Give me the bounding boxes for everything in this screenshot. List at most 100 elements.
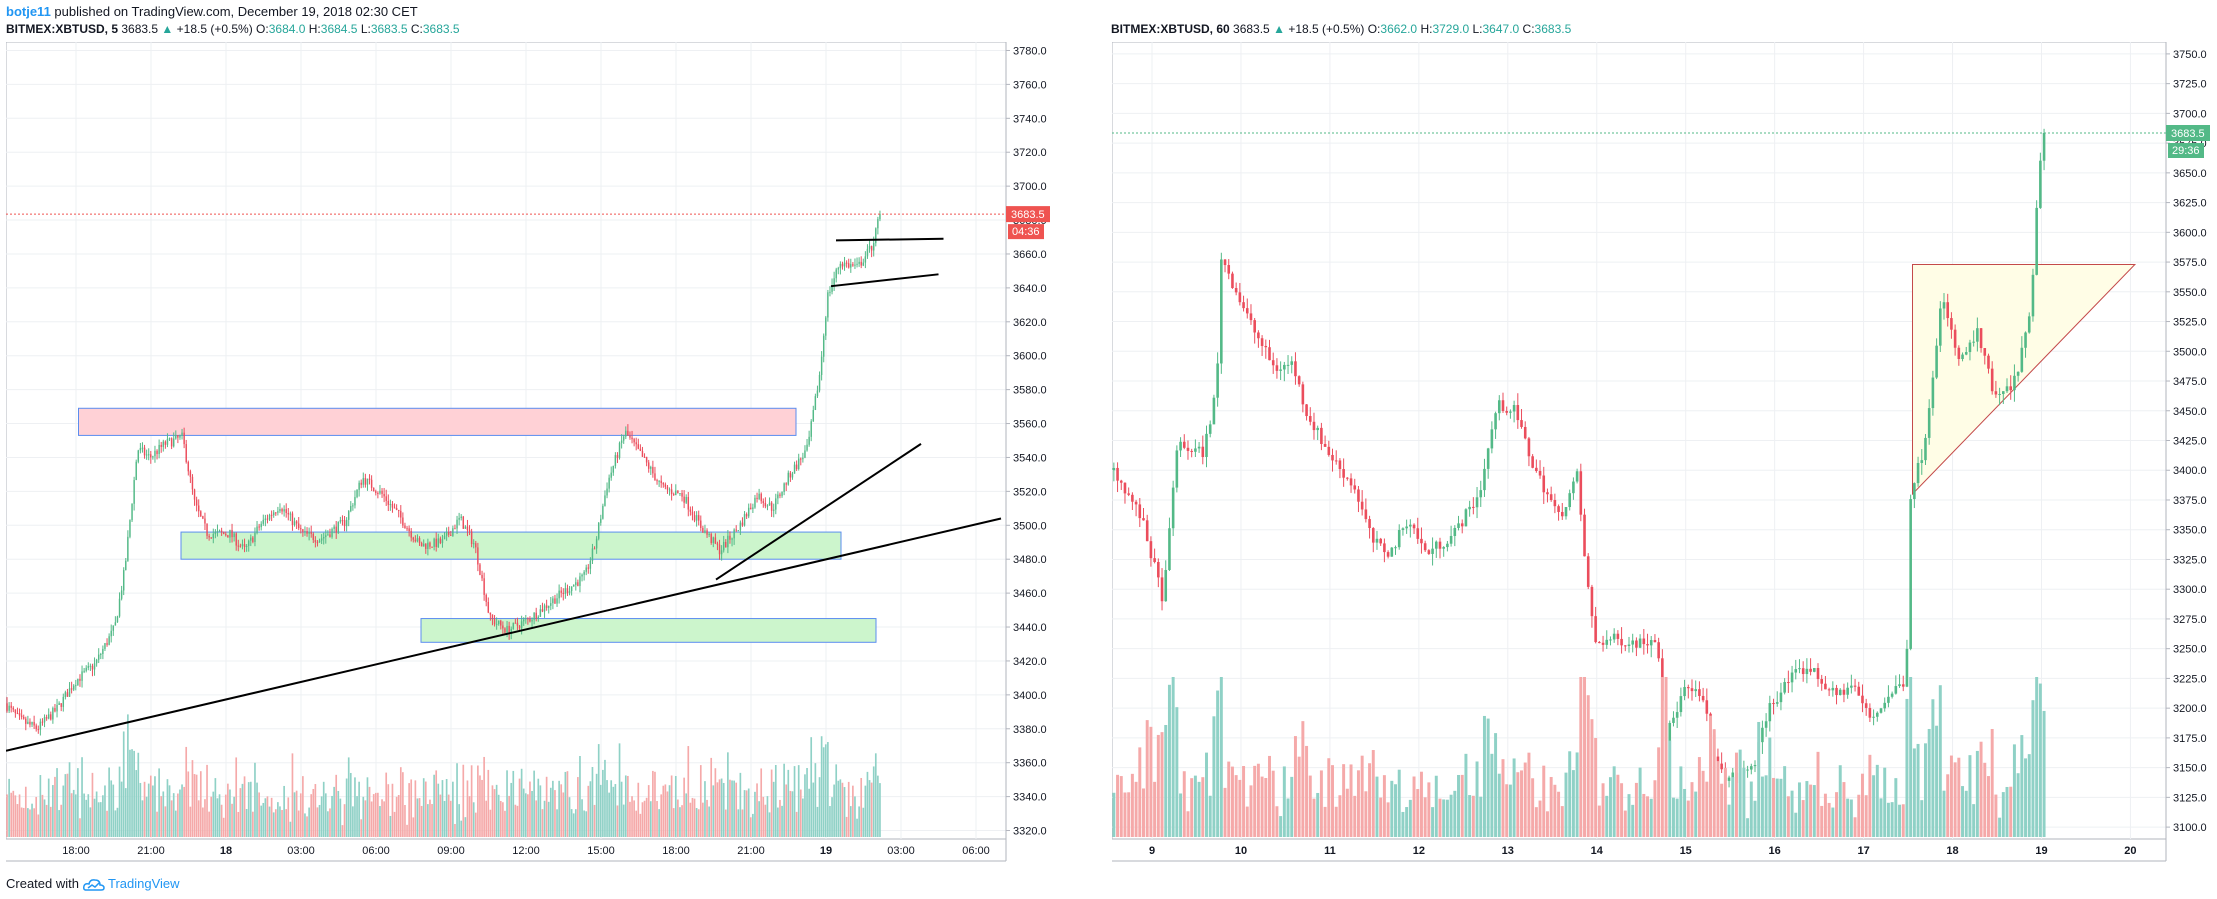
volume-bar bbox=[462, 764, 465, 837]
candle-body bbox=[768, 502, 771, 506]
candle-body bbox=[81, 671, 83, 681]
volume-bar bbox=[91, 772, 94, 837]
candle-body bbox=[1698, 689, 1701, 696]
volume-bar bbox=[1531, 778, 1535, 837]
candle-body bbox=[1364, 509, 1368, 520]
candle-body bbox=[181, 432, 183, 436]
candle-body bbox=[427, 542, 429, 549]
volume-bar bbox=[60, 804, 63, 837]
volume-bar bbox=[843, 787, 846, 837]
volume-bar bbox=[679, 807, 681, 837]
volume-bar bbox=[149, 775, 152, 837]
candle-body bbox=[1668, 722, 1672, 742]
candle-body bbox=[645, 456, 648, 463]
volume-bar bbox=[1160, 732, 1164, 837]
candle-body bbox=[591, 548, 594, 561]
volume-bar bbox=[1775, 778, 1779, 837]
volume-bar bbox=[322, 781, 325, 837]
candle-body bbox=[158, 444, 160, 455]
trend-line bbox=[6, 517, 1002, 752]
candle-body bbox=[312, 533, 315, 540]
volume-bar bbox=[120, 781, 123, 837]
candle-body bbox=[420, 542, 423, 547]
volume-bar bbox=[654, 771, 656, 837]
candle-body bbox=[283, 509, 285, 512]
candle-body bbox=[458, 517, 460, 520]
volume-bar bbox=[1153, 781, 1157, 837]
candle-body bbox=[1942, 302, 1946, 309]
author-name[interactable]: botje11 bbox=[6, 4, 51, 19]
candle-body bbox=[404, 525, 406, 529]
y-tick-label: 3400.0 bbox=[2173, 465, 2207, 477]
volume-bar bbox=[39, 775, 42, 837]
volume-bar bbox=[2001, 792, 2005, 837]
volume-bar bbox=[79, 818, 81, 837]
candle-body bbox=[1283, 364, 1286, 370]
candle-body bbox=[1783, 682, 1786, 693]
volume-bar bbox=[1405, 807, 1409, 837]
candle-body bbox=[387, 500, 390, 505]
tradingview-brand-link[interactable]: TradingView bbox=[108, 876, 180, 891]
volume-bar bbox=[820, 736, 823, 837]
candle-body bbox=[306, 530, 308, 534]
candle-body bbox=[187, 462, 190, 472]
candle-body bbox=[543, 605, 546, 612]
candle-body bbox=[783, 483, 785, 492]
candle-body bbox=[77, 678, 79, 686]
volume-bar bbox=[1646, 796, 1650, 837]
candle-body bbox=[460, 516, 462, 518]
volume-bar bbox=[568, 797, 571, 837]
volume-bar bbox=[139, 782, 142, 837]
candle-body bbox=[531, 619, 533, 622]
candle-body bbox=[300, 528, 302, 530]
volume-bar bbox=[1809, 784, 1813, 837]
volume-bar bbox=[93, 798, 96, 837]
candle-body bbox=[322, 537, 325, 539]
candle-body bbox=[216, 531, 219, 533]
volume-bar bbox=[1727, 804, 1731, 837]
candle-body bbox=[239, 545, 242, 547]
candle-body bbox=[1338, 460, 1342, 470]
volume-bar bbox=[368, 786, 371, 837]
candle-body bbox=[70, 688, 73, 690]
volume-bar bbox=[68, 762, 71, 837]
left-chart[interactable]: 3320.0 3340.0 3360.0 3380.0 3400.0 3420.0 3440… bbox=[6, 42, 1062, 864]
volume-bar bbox=[1549, 776, 1553, 837]
candle-body bbox=[872, 243, 875, 251]
candle-body bbox=[1961, 354, 1964, 360]
y-tick-label: 3500.0 bbox=[2173, 346, 2207, 358]
volume-bar bbox=[1723, 767, 1727, 837]
candle-body bbox=[50, 714, 52, 720]
volume-bar bbox=[1660, 677, 1664, 837]
candle-body bbox=[45, 717, 48, 719]
candle-body bbox=[1509, 411, 1512, 413]
volume-bar bbox=[604, 759, 606, 837]
candle-body bbox=[162, 441, 165, 447]
volume-bar bbox=[693, 798, 696, 837]
volume-bar bbox=[241, 783, 244, 837]
volume-bar bbox=[824, 744, 827, 837]
volume-bar bbox=[66, 773, 69, 837]
volume-bar bbox=[1375, 776, 1379, 837]
volume-bar bbox=[141, 800, 144, 837]
volume-bar bbox=[29, 809, 31, 837]
volume-bar bbox=[1994, 794, 1998, 837]
volume-bar bbox=[810, 737, 813, 837]
volume-bar bbox=[633, 800, 635, 837]
left-price: 3683.5 bbox=[121, 22, 159, 36]
volume-bar bbox=[460, 820, 463, 837]
candle-body bbox=[633, 439, 635, 443]
candle-body bbox=[447, 531, 450, 535]
candle-body bbox=[1523, 426, 1527, 439]
volume-bar bbox=[639, 813, 642, 837]
volume-bar bbox=[706, 799, 708, 837]
candle-body bbox=[706, 530, 708, 535]
candle-body bbox=[483, 578, 485, 595]
volume-bar bbox=[2012, 744, 2016, 837]
volume-bar bbox=[1961, 786, 1965, 837]
volume-bar bbox=[1186, 811, 1190, 837]
volume-bar bbox=[727, 752, 729, 837]
candle-body bbox=[1286, 364, 1290, 366]
right-chart[interactable]: 3100.0 3125.0 3150.0 3175.0 3200.0 3225.0 3250… bbox=[1112, 42, 2212, 864]
candle-body bbox=[1816, 668, 1820, 680]
